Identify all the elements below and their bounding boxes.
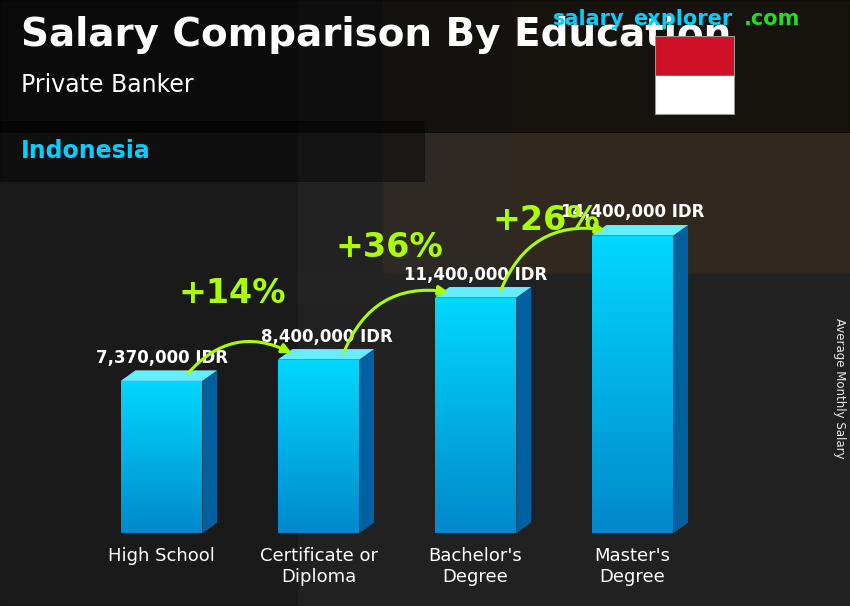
Text: salary: salary (552, 9, 624, 29)
Bar (298, 273, 850, 606)
Polygon shape (673, 225, 688, 533)
Polygon shape (516, 287, 531, 533)
Text: 11,400,000 IDR: 11,400,000 IDR (404, 265, 547, 284)
Polygon shape (360, 349, 374, 533)
Text: Indonesia: Indonesia (21, 139, 151, 164)
Text: .com: .com (744, 9, 800, 29)
Bar (654, 76, 735, 115)
Polygon shape (202, 370, 217, 533)
Text: +26%: +26% (492, 204, 600, 237)
Bar (0, 0, 298, 606)
Text: 7,370,000 IDR: 7,370,000 IDR (95, 349, 228, 367)
Polygon shape (121, 370, 217, 381)
Polygon shape (592, 225, 688, 236)
Text: +14%: +14% (178, 276, 286, 310)
Bar (382, 0, 850, 273)
Text: +36%: +36% (336, 231, 443, 264)
Text: Average Monthly Salary: Average Monthly Salary (833, 318, 846, 458)
Polygon shape (434, 287, 531, 298)
Text: 8,400,000 IDR: 8,400,000 IDR (261, 328, 393, 345)
Bar (654, 36, 735, 76)
Polygon shape (278, 349, 374, 359)
Text: 14,400,000 IDR: 14,400,000 IDR (561, 204, 705, 222)
Bar (298, 0, 510, 303)
Text: Private Banker: Private Banker (21, 73, 194, 98)
Text: Salary Comparison By Education: Salary Comparison By Education (21, 16, 732, 54)
Text: explorer: explorer (633, 9, 733, 29)
